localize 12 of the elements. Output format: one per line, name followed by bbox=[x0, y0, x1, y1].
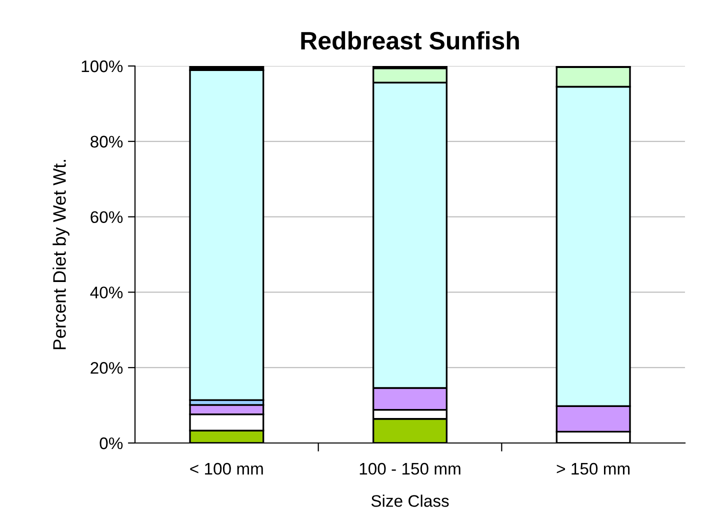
x-tick-label: 100 - 150 mm bbox=[360, 462, 460, 475]
chart-title: Redbreast Sunfish bbox=[301, 31, 519, 50]
y-tick-label: 100% bbox=[82, 60, 123, 72]
y-tick-label: 60% bbox=[90, 211, 123, 224]
x-axis-title: Size Class bbox=[371, 494, 449, 507]
y-tick-label: 80% bbox=[90, 136, 123, 148]
y-tick-label: 20% bbox=[90, 362, 123, 374]
y-tick-label: 40% bbox=[90, 286, 123, 298]
x-tick-label: > 150 mm bbox=[556, 462, 630, 475]
y-axis-title: Percent Diet by Wet Wt. bbox=[52, 160, 70, 350]
x-tick-label: < 100 mm bbox=[190, 462, 263, 475]
y-tick-label: 0% bbox=[100, 437, 123, 450]
